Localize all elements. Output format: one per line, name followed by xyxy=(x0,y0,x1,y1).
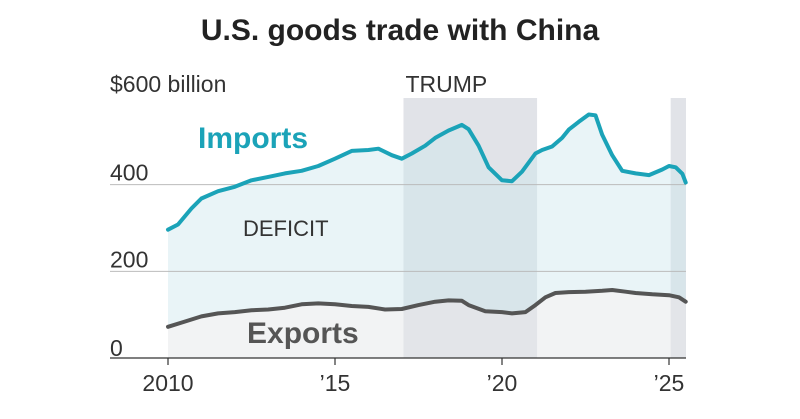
imports-series-label: Imports xyxy=(198,122,308,155)
deficit-area xyxy=(168,114,686,327)
series-lines xyxy=(166,112,688,329)
gridlines xyxy=(110,184,686,365)
y-tick-label: 200 xyxy=(110,246,148,272)
imports-line xyxy=(166,112,688,232)
exports-series-label: Exports xyxy=(247,317,359,350)
x-tick-label: ’20 xyxy=(487,370,518,396)
y-tick-label: 0 xyxy=(110,335,123,361)
y-tick-label: $600 billion xyxy=(110,71,226,97)
y-tick-label: 400 xyxy=(110,160,148,186)
shaded-period-label: TRUMP xyxy=(405,71,487,97)
x-tick-label: 2010 xyxy=(142,370,193,396)
chart-labels: TRUMP 0 200 400 $600 billion 2010 ’15 ’20 ’25 Imp… xyxy=(110,71,684,396)
chart-title: U.S. goods trade with China xyxy=(200,14,600,47)
x-tick-label: ’25 xyxy=(654,370,685,396)
shaded-period-recent xyxy=(670,98,686,358)
deficit-label: DEFICIT xyxy=(243,216,329,241)
exports-line xyxy=(166,288,688,329)
x-tick-label: ’15 xyxy=(320,370,351,396)
